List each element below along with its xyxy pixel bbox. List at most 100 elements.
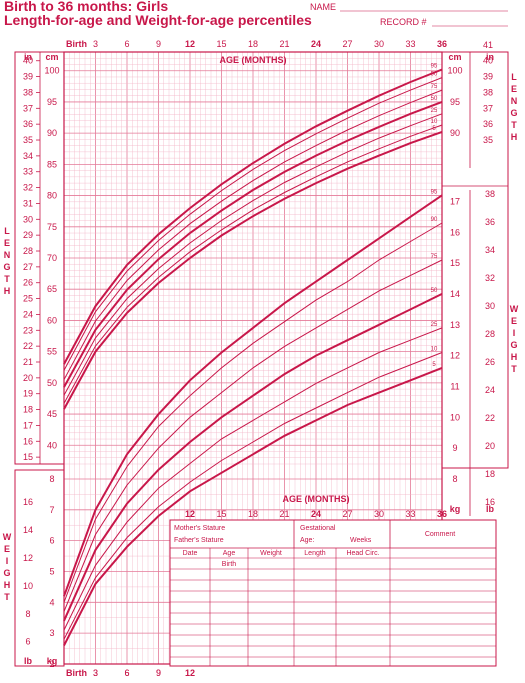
- length-letter-right: T: [511, 120, 517, 130]
- in-tick-left: 38: [23, 87, 33, 97]
- x-tick-mid: 24: [311, 509, 321, 519]
- percentile-curve-5: [63, 366, 443, 646]
- kg-tick-right: 10: [450, 412, 460, 422]
- percentile-label-25: 25: [431, 108, 438, 114]
- length-letter-right: H: [511, 132, 518, 142]
- lb-tick-left: 8: [25, 609, 30, 619]
- percentile-label-90: 90: [431, 217, 438, 223]
- in-tick-left: 36: [23, 119, 33, 129]
- x-tick-mid: 36: [437, 509, 447, 519]
- x-tick-mid: 30: [374, 509, 384, 519]
- weight-letter-right: W: [510, 304, 519, 314]
- kg-tick-left: 3: [49, 628, 54, 638]
- kg-tick-left: 5: [49, 566, 54, 576]
- gestational-age-label: Age:: [300, 537, 314, 544]
- kg-tick-right: 15: [450, 258, 460, 268]
- in-tick-right: 39: [483, 72, 493, 82]
- in-tick-left: 17: [23, 420, 33, 430]
- x-tick-top: Birth: [66, 39, 87, 49]
- cm-tick-left: 95: [47, 97, 57, 107]
- percentile-curve-10: [63, 124, 443, 404]
- x-tick-bottom-3: 3: [93, 668, 98, 678]
- length-letter-right: E: [511, 84, 517, 94]
- lb-tick-right: 20: [485, 441, 495, 451]
- in-tick-left: 29: [23, 230, 33, 240]
- in-tick-left: 28: [23, 246, 33, 256]
- percentile-label-95: 95: [431, 63, 438, 69]
- percentile-label-25: 25: [431, 322, 438, 328]
- lb-tick-right: 16: [485, 497, 495, 507]
- x-tick-bottom: 6: [124, 668, 129, 678]
- kg-label-left: kg: [47, 656, 58, 666]
- in-tick-left: 33: [23, 167, 33, 177]
- percentile-curve-25: [63, 113, 443, 396]
- kg-tick-right: 11: [450, 381, 459, 391]
- in-tick-left: 40: [23, 56, 33, 66]
- kg-tick-left: 2: [49, 659, 54, 669]
- x-tick-top: 21: [279, 39, 289, 49]
- weight-letter-right: G: [510, 340, 517, 350]
- x-tick-bottom-6: 6: [124, 668, 129, 678]
- percentile-curve-90: [63, 222, 443, 603]
- percentile-curve-50: [63, 293, 443, 622]
- in-tick-left: 22: [23, 341, 33, 351]
- lb-tick-left: 10: [23, 581, 33, 591]
- in-tick-left: 34: [23, 151, 33, 161]
- x-tick-mid: 18: [248, 509, 258, 519]
- percentile-label-10: 10: [431, 119, 438, 125]
- table-col-header: Weight: [260, 550, 282, 557]
- age-title-top: AGE (MONTHS): [220, 55, 287, 65]
- in-tick-left: 16: [23, 436, 33, 446]
- in-tick-left: 30: [23, 214, 33, 224]
- length-letter-right: G: [510, 108, 517, 118]
- x-tick-mid: 21: [279, 509, 289, 519]
- lb-tick-right: 18: [485, 469, 495, 479]
- x-tick-bottom-9: 9: [156, 668, 161, 678]
- weight-letter-right: T: [511, 364, 517, 374]
- lb-tick-left: 14: [23, 525, 33, 535]
- cm-tick-left: 60: [47, 315, 57, 325]
- mothers-stature-label: Mother's Stature: [174, 525, 225, 532]
- x-tick-mid: 33: [405, 509, 415, 519]
- x-tick-bottom: 3: [93, 668, 98, 678]
- kg-tick-right: 13: [450, 320, 460, 330]
- name-label: NAME: [310, 2, 336, 12]
- kg-tick-right: 16: [450, 227, 460, 237]
- cm-tick-right: 90: [450, 128, 460, 138]
- weeks-label: Weeks: [350, 537, 372, 544]
- weight-letter-left: W: [3, 532, 12, 542]
- lb-tick-right: 28: [485, 329, 495, 339]
- in-tick-right: 35: [483, 135, 493, 145]
- kg-tick-left: 7: [49, 505, 54, 515]
- in-tick-left: 31: [23, 198, 33, 208]
- x-tick-bottom: 12: [185, 668, 195, 678]
- x-tick-top: 33: [405, 39, 415, 49]
- length-letter-right: N: [511, 96, 518, 106]
- cm-tick-left: 40: [47, 440, 57, 450]
- kg-label-right: kg: [450, 504, 461, 514]
- lb-label-left: lb: [24, 656, 33, 666]
- x-tick-top: 15: [216, 39, 226, 49]
- x-tick-top: 6: [124, 39, 129, 49]
- weight-letter-right: I: [513, 328, 516, 338]
- in-tick-right: 40: [483, 56, 493, 66]
- weight-letter-right: E: [511, 316, 517, 326]
- table-col-header: Length: [304, 550, 326, 557]
- table-col-header: Date: [183, 550, 198, 557]
- x-tick-top: 3: [93, 39, 98, 49]
- lb-tick-right: 38: [485, 189, 495, 199]
- in-tick-left: 23: [23, 325, 33, 335]
- weight-letter-left: H: [4, 580, 11, 590]
- cm-tick-left: 80: [47, 191, 57, 201]
- x-tick-top: 12: [185, 39, 195, 49]
- left-weight-scale-box: [14, 469, 65, 667]
- percentile-curve-50: [63, 100, 443, 388]
- weight-letter-left: T: [4, 592, 10, 602]
- cm-tick-left: 75: [47, 222, 57, 232]
- in-tick-right: 38: [483, 87, 493, 97]
- kg-tick-right: 14: [450, 289, 460, 299]
- x-tick-top: 24: [311, 39, 321, 49]
